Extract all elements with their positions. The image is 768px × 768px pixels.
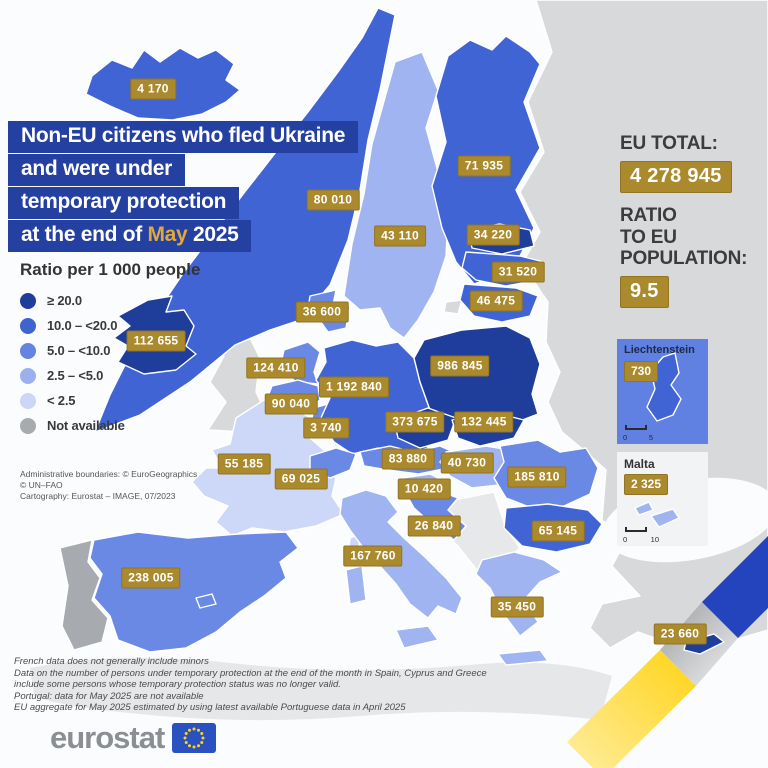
legend-row: 2.5 – <5.0 [20, 367, 210, 384]
eurostat-logo-text: eurostat [50, 720, 165, 755]
country-sicily [395, 625, 439, 649]
title-line: temporary protection [8, 187, 240, 219]
eu-total-panel: EU TOTAL: 4 278 945 RATIO TO EU POPULATI… [620, 133, 766, 320]
legend-color-swatch [20, 292, 36, 309]
ratio-label: RATIO TO EU POPULATION: [620, 205, 748, 269]
malta-inset-map [634, 501, 680, 528]
legend-row: ≥ 20.0 [20, 292, 210, 309]
legend-label: ≥ 20.0 [47, 293, 82, 309]
title-line: Non-EU citizens who fled Ukraine [8, 121, 359, 153]
country-romania [493, 439, 599, 509]
north-africa-land [30, 657, 612, 721]
legend-items: ≥ 20.0 10.0 – <20.0 5.0 – <10.0 2.5 – <5.0 <… [20, 292, 210, 434]
kaliningrad [443, 299, 463, 315]
footnote-line: Data on the number of persons under temp… [14, 667, 487, 679]
legend-color-swatch [20, 317, 36, 334]
footnote-line: include some persons whose temporary pro… [14, 679, 341, 691]
legend: Ratio per 1 000 people ≥ 20.0 10.0 – <20.… [20, 260, 210, 443]
country-portugal [59, 539, 109, 651]
legend-label: 2.5 – <5.0 [47, 368, 104, 384]
footnote-line: Portugal: data for May 2025 are not avai… [14, 690, 204, 702]
footnote-line: French data does not generally include m… [14, 656, 209, 667]
footnotes: French data does not generally include m… [14, 656, 674, 714]
country-crete [497, 649, 549, 666]
liechtenstein-scalebar [625, 425, 647, 430]
country-gozo [634, 501, 654, 516]
legend-row: 10.0 – <20.0 [20, 317, 210, 334]
ratio-value-badge: 9.5 [620, 276, 669, 309]
legend-color-swatch [20, 342, 36, 359]
eurostat-logo: eurostat [50, 720, 217, 756]
legend-row: Not available [20, 417, 210, 434]
inset-liechtenstein: Liechtenstein 730 0 5 [617, 339, 708, 444]
country-balearics [195, 593, 217, 609]
legend-label: 10.0 – <20.0 [47, 318, 118, 334]
inset-malta-title: Malta [624, 457, 655, 471]
footnote-line: EU aggregate for May 2025 estimated by u… [14, 702, 406, 714]
legend-row: < 2.5 [20, 392, 210, 409]
ribbon-yellow [567, 650, 696, 768]
title-block: Non-EU citizens who fled Ukraine and were… [8, 121, 359, 253]
value-badge-liechtenstein: 730 [624, 361, 659, 382]
eu-flag-icon [172, 723, 217, 753]
inset-malta: Malta 2 325 0 10 [617, 452, 708, 546]
credit-line: © UN–FAO [20, 480, 63, 491]
eu-total-value-badge: 4 278 945 [620, 161, 732, 194]
legend-label: < 2.5 [47, 393, 76, 409]
cartography-credits: Administrative boundaries: © EuroGeograp… [20, 469, 197, 502]
title-line: and were under [8, 154, 186, 186]
country-spain [89, 531, 299, 653]
legend-label: Not available [47, 418, 125, 434]
credit-line: Cartography: Eurostat – IMAGE, 07/2023 [20, 491, 176, 502]
ribbon-blue [702, 536, 768, 638]
credit-line: Administrative boundaries: © EuroGeograp… [20, 469, 198, 479]
country-malta [650, 508, 680, 528]
legend-label: 5.0 – <10.0 [47, 343, 111, 359]
malta-scalebar [625, 527, 647, 532]
title-line: at the end of May 2025 [8, 220, 252, 252]
country-sweden [343, 51, 449, 339]
legend-color-swatch [20, 367, 36, 384]
inset-liechtenstein-title: Liechtenstein [624, 344, 695, 356]
country-sardinia [345, 565, 367, 605]
legend-row: 5.0 – <10.0 [20, 342, 210, 359]
value-badge-malta: 2 325 [624, 474, 669, 495]
legend-color-swatch [20, 392, 36, 409]
legend-title: Ratio per 1 000 people [20, 260, 201, 279]
eu-total-label: EU TOTAL: [620, 133, 718, 154]
legend-color-swatch [20, 417, 36, 434]
